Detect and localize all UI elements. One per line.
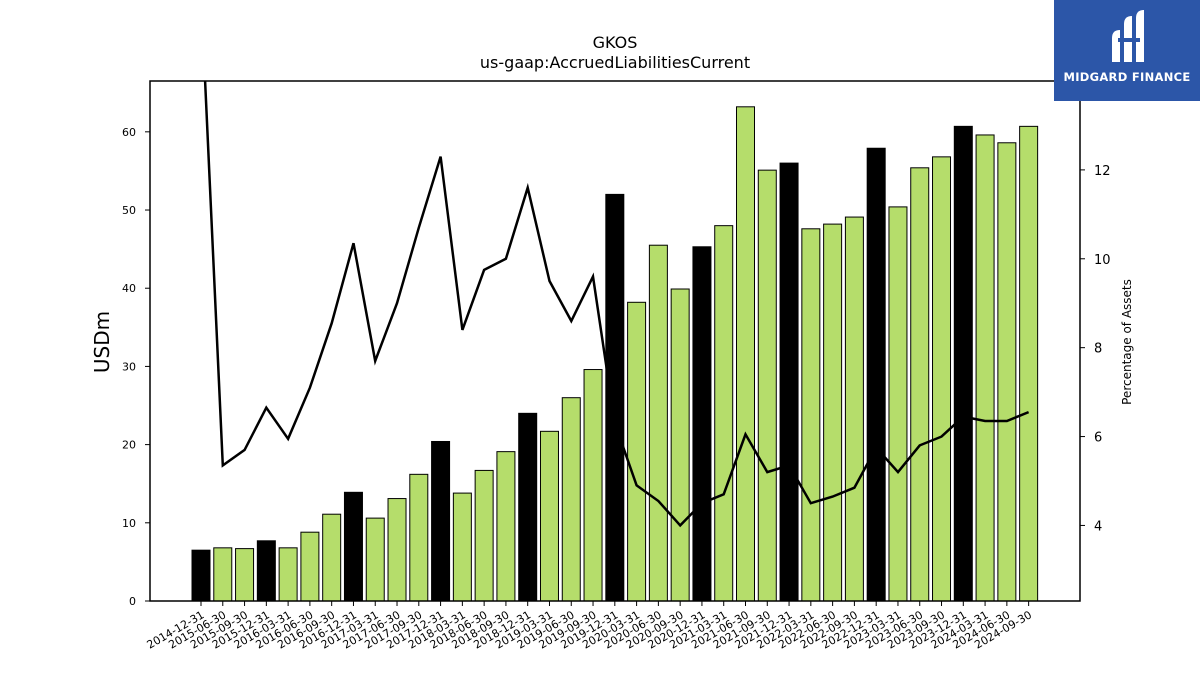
bar-2022-09-30: [844, 216, 864, 602]
bar-2023-03-31: [888, 206, 908, 602]
bar-2024-03-31: [975, 134, 995, 602]
brand-name: MIDGARD FINANCE: [1063, 70, 1191, 84]
y-right-tick-label: 6: [1094, 431, 1102, 446]
bar-2018-12-31: [518, 412, 538, 602]
bar-2023-09-30: [932, 156, 952, 602]
bar-2016-06-30: [300, 531, 320, 602]
bar-2020-09-30: [670, 288, 690, 602]
bar-2022-06-30: [823, 223, 843, 602]
bar-2015-09-30: [235, 548, 255, 602]
bar-group: [191, 106, 1039, 602]
y-tick-label: 30: [122, 360, 136, 373]
bar-2018-09-30: [496, 451, 516, 602]
line-group: [203, 81, 1030, 528]
bar-2016-12-31: [343, 491, 363, 602]
bar-2017-03-31: [365, 517, 385, 602]
y-right-tick-label: 10: [1094, 253, 1111, 268]
brand-logo: MIDGARD FINANCE: [1054, 0, 1200, 101]
bar-2020-03-31: [627, 301, 647, 602]
y-tick-label: 50: [122, 204, 136, 217]
midgard-logo-icon: [1112, 10, 1144, 62]
bar-2016-09-30: [322, 513, 342, 602]
bar-2019-03-31: [539, 430, 559, 602]
bar-2021-06-30: [736, 106, 755, 602]
bar-2015-12-31: [256, 540, 276, 602]
bar-2022-12-31: [866, 147, 886, 602]
bar-2017-12-31: [431, 440, 451, 602]
y-tick-label: 10: [122, 517, 136, 530]
y-tick-label: 60: [122, 126, 136, 139]
bar-2016-03-31: [278, 547, 298, 602]
y-tick-label: 0: [129, 595, 136, 608]
axes: 010203040506046810122014-12-312015-06-30…: [122, 80, 1111, 652]
bar-2024-06-30: [997, 142, 1017, 602]
bar-2018-03-31: [452, 492, 472, 602]
y-right-tick-label: 8: [1094, 342, 1102, 357]
bar-2014-12-31: [191, 549, 211, 602]
bar-2021-09-30: [757, 169, 777, 602]
bar-2021-03-31: [714, 225, 734, 602]
bar-2020-06-30: [648, 244, 668, 602]
y-right-tick-label: 4: [1094, 519, 1102, 534]
bar-2023-06-30: [910, 167, 930, 602]
bar-2024-09-30: [1019, 125, 1039, 602]
bar-2020-12-31: [692, 246, 712, 602]
bar-2022-03-31: [801, 228, 821, 602]
bar-2021-12-31: [779, 162, 799, 602]
chart-title: GKOS: [593, 33, 638, 52]
bar-2019-12-31: [605, 193, 625, 602]
y-right-tick-label: 12: [1094, 164, 1111, 179]
bar-2018-06-30: [474, 469, 494, 602]
chart-subtitle: us-gaap:AccruedLiabilitiesCurrent: [480, 53, 750, 72]
bar-2019-09-30: [583, 369, 603, 602]
y-tick-label: 20: [122, 439, 136, 452]
percentage-line: [203, 81, 1030, 528]
bar-2017-06-30: [387, 498, 407, 602]
bar-2023-12-31: [953, 125, 973, 602]
bar-2015-06-30: [213, 547, 233, 602]
y-axis-label: USDm: [90, 311, 114, 373]
y-axis-label-right: Percentage of Assets: [1120, 279, 1134, 405]
y-tick-label: 40: [122, 282, 136, 295]
bar-2017-09-30: [409, 473, 429, 602]
bar-2019-06-30: [561, 397, 581, 602]
